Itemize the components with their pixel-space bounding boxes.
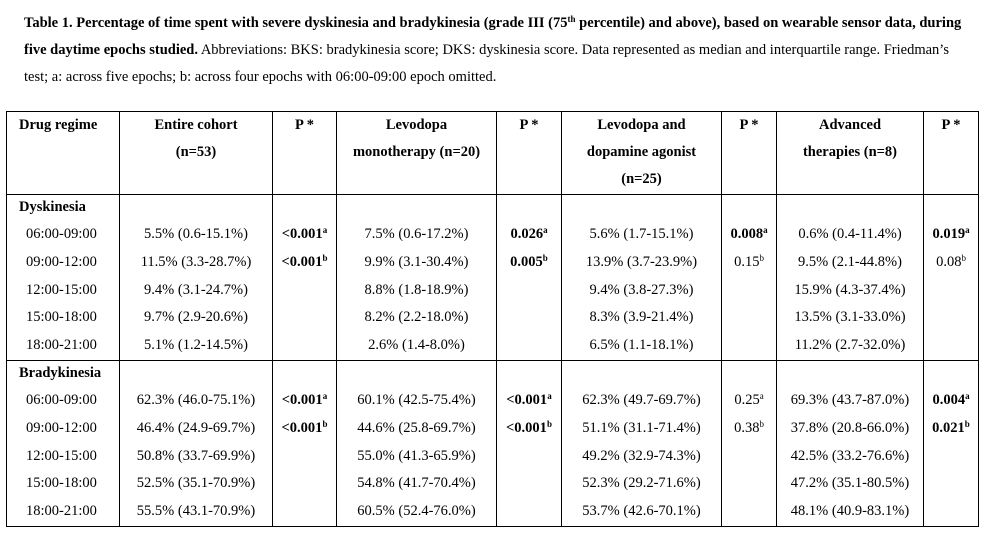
table-caption: Table 1. Percentage of time spent with s… [24, 10, 964, 91]
table-row: 09:00-12:00 11.5% (3.3-28.7%) <0.001b 9.… [6, 248, 979, 277]
monotherapy-cell: 8.2% (2.2-18.0%) [336, 304, 497, 333]
cohort-cell: 9.7% (2.9-20.6%) [119, 304, 273, 333]
p-value-cell: 0.026a [496, 221, 562, 249]
monotherapy-cell: 7.5% (0.6-17.2%) [336, 221, 497, 249]
advanced-cell: 42.5% (33.2-76.6%) [776, 442, 924, 471]
p-value-cell: 0.021b [923, 414, 979, 443]
advanced-cell: 9.5% (2.1-44.8%) [776, 248, 924, 277]
epoch-cell: 15:00-18:00 [6, 470, 120, 499]
epoch-cell: 18:00-21:00 [6, 332, 120, 361]
p-value-cell: 0.15b [721, 248, 777, 277]
agonist-cell: 6.5% (1.1-18.1%) [561, 332, 722, 361]
section-row-bradykinesia: Bradykinesia [6, 360, 979, 387]
table-row: 09:00-12:00 46.4% (24.9-69.7%) <0.001b 4… [6, 414, 979, 443]
monotherapy-cell: 60.5% (52.4-76.0%) [336, 498, 497, 527]
cohort-cell: 50.8% (33.7-69.9%) [119, 442, 273, 471]
epoch-cell: 12:00-15:00 [6, 276, 120, 305]
epoch-cell: 12:00-15:00 [6, 442, 120, 471]
header-p-advanced: P * [923, 111, 979, 195]
p-value-cell: <0.001b [496, 414, 562, 443]
p-value-cell: 0.019a [923, 221, 979, 249]
monotherapy-cell: 54.8% (41.7-70.4%) [336, 470, 497, 499]
agonist-cell: 9.4% (3.8-27.3%) [561, 276, 722, 305]
caption-description: Abbreviations: BKS: bradykinesia score; … [24, 42, 949, 85]
monotherapy-cell: 2.6% (1.4-8.0%) [336, 332, 497, 361]
table-row: 18:00-21:00 55.5% (43.1-70.9%) 60.5% (52… [6, 498, 979, 527]
header-row: Drug regime Entire cohort (n=53) P * Levo… [6, 111, 979, 195]
epoch-cell: 06:00-09:00 [6, 386, 120, 415]
p-value-cell: <0.001a [272, 386, 337, 415]
agonist-cell: 13.9% (3.7-23.9%) [561, 248, 722, 277]
header-p-cohort: P * [272, 111, 337, 195]
p-value-cell: <0.001a [272, 221, 337, 249]
cohort-cell: 5.5% (0.6-15.1%) [119, 221, 273, 249]
header-p-monotherapy: P * [496, 111, 562, 195]
table-row: 15:00-18:00 52.5% (35.1-70.9%) 54.8% (41… [6, 470, 979, 499]
table-row: 06:00-09:00 5.5% (0.6-15.1%) <0.001a 7.5… [6, 221, 979, 249]
cohort-cell: 11.5% (3.3-28.7%) [119, 248, 273, 277]
cohort-cell: 62.3% (46.0-75.1%) [119, 386, 273, 415]
p-value-cell: 0.005b [496, 248, 562, 277]
section-label: Bradykinesia [6, 360, 120, 387]
table-row: 12:00-15:00 50.8% (33.7-69.9%) 55.0% (41… [6, 442, 979, 471]
epoch-cell: 18:00-21:00 [6, 498, 120, 527]
epoch-cell: 06:00-09:00 [6, 221, 120, 249]
p-value-cell: 0.38b [721, 414, 777, 443]
agonist-cell: 62.3% (49.7-69.7%) [561, 386, 722, 415]
section-label: Dyskinesia [6, 194, 120, 221]
agonist-cell: 53.7% (42.6-70.1%) [561, 498, 722, 527]
p-value-cell: 0.004a [923, 386, 979, 415]
results-table: Drug regime Entire cohort (n=53) P * Levo… [6, 111, 979, 527]
advanced-cell: 47.2% (35.1-80.5%) [776, 470, 924, 499]
advanced-cell: 37.8% (20.8-66.0%) [776, 414, 924, 443]
header-p-agonist: P * [721, 111, 777, 195]
monotherapy-cell: 60.1% (42.5-75.4%) [336, 386, 497, 415]
monotherapy-cell: 55.0% (41.3-65.9%) [336, 442, 497, 471]
p-value-cell: 0.25a [721, 386, 777, 415]
p-value-cell: 0.08b [923, 248, 979, 277]
advanced-cell: 13.5% (3.1-33.0%) [776, 304, 924, 333]
table-row: 06:00-09:00 62.3% (46.0-75.1%) <0.001a 6… [6, 386, 979, 415]
agonist-cell: 49.2% (32.9-74.3%) [561, 442, 722, 471]
table-row: 15:00-18:00 9.7% (2.9-20.6%) 8.2% (2.2-1… [6, 304, 979, 333]
agonist-cell: 52.3% (29.2-71.6%) [561, 470, 722, 499]
p-value-cell: <0.001a [496, 386, 562, 415]
advanced-cell: 11.2% (2.7-32.0%) [776, 332, 924, 361]
advanced-cell: 0.6% (0.4-11.4%) [776, 221, 924, 249]
header-levodopa-dopamine-agonist: Levodopa and dopamine agonist (n=25) [561, 111, 722, 195]
p-value-cell: <0.001b [272, 248, 337, 277]
cohort-cell: 46.4% (24.9-69.7%) [119, 414, 273, 443]
header-levodopa-monotherapy: Levodopa monotherapy (n=20) [336, 111, 497, 195]
p-value-cell: <0.001b [272, 414, 337, 443]
header-entire-cohort: Entire cohort (n=53) [119, 111, 273, 195]
epoch-cell: 09:00-12:00 [6, 414, 120, 443]
monotherapy-cell: 9.9% (3.1-30.4%) [336, 248, 497, 277]
caption-title: Table 1. Percentage of time spent with s… [24, 14, 962, 59]
epoch-cell: 09:00-12:00 [6, 248, 120, 277]
advanced-cell: 48.1% (40.9-83.1%) [776, 498, 924, 527]
header-advanced-therapies: Advanced therapies (n=8) [776, 111, 924, 195]
p-value-cell: 0.008a [721, 221, 777, 249]
header-drug-regime: Drug regime [6, 111, 120, 195]
section-row-dyskinesia: Dyskinesia [6, 194, 979, 221]
agonist-cell: 51.1% (31.1-71.4%) [561, 414, 722, 443]
cohort-cell: 55.5% (43.1-70.9%) [119, 498, 273, 527]
advanced-cell: 15.9% (4.3-37.4%) [776, 276, 924, 305]
cohort-cell: 5.1% (1.2-14.5%) [119, 332, 273, 361]
agonist-cell: 8.3% (3.9-21.4%) [561, 304, 722, 333]
cohort-cell: 9.4% (3.1-24.7%) [119, 276, 273, 305]
cohort-cell: 52.5% (35.1-70.9%) [119, 470, 273, 499]
table-row: 12:00-15:00 9.4% (3.1-24.7%) 8.8% (1.8-1… [6, 276, 979, 305]
monotherapy-cell: 44.6% (25.8-69.7%) [336, 414, 497, 443]
advanced-cell: 69.3% (43.7-87.0%) [776, 386, 924, 415]
table-row: 18:00-21:00 5.1% (1.2-14.5%) 2.6% (1.4-8… [6, 332, 979, 361]
epoch-cell: 15:00-18:00 [6, 304, 120, 333]
agonist-cell: 5.6% (1.7-15.1%) [561, 221, 722, 249]
monotherapy-cell: 8.8% (1.8-18.9%) [336, 276, 497, 305]
